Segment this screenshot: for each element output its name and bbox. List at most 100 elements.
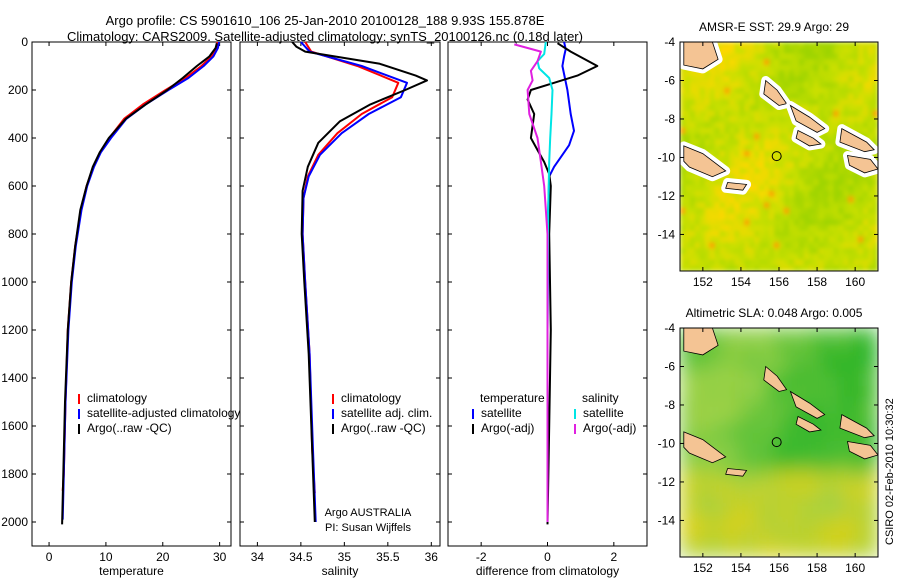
map-cell — [724, 93, 730, 100]
map-cell — [784, 236, 790, 243]
map-cell — [868, 185, 874, 192]
map-cell — [823, 185, 829, 192]
map-cell — [764, 196, 770, 203]
map-cell — [729, 156, 735, 163]
map-cell — [764, 110, 770, 117]
map-cell — [843, 82, 849, 89]
map-cell — [774, 236, 780, 243]
map-cell — [823, 76, 829, 83]
map-cell — [779, 42, 785, 49]
map-cell — [818, 87, 825, 95]
map-cell — [823, 179, 829, 186]
sla-map-title: Altimetric SLA: 0.048 Argo: 0.005 — [685, 306, 863, 320]
map-cell — [868, 99, 874, 106]
map-cell — [828, 428, 842, 444]
map-cell — [764, 99, 770, 106]
map-cell — [709, 110, 716, 117]
map-cell — [828, 156, 834, 163]
map-cell — [769, 64, 775, 72]
map-cell — [744, 122, 750, 129]
map-y-tick-label: -10 — [658, 436, 676, 450]
map-cell — [729, 242, 735, 249]
map-cell — [749, 213, 755, 221]
map-cell — [808, 230, 815, 238]
map-cell — [818, 213, 825, 221]
axes-frame — [239, 41, 441, 547]
map-cell — [843, 213, 849, 221]
map-cell — [729, 514, 743, 529]
map-cell — [744, 213, 750, 221]
map-cell — [680, 122, 686, 129]
map-cell — [685, 99, 691, 106]
series-line-3 — [514, 43, 549, 522]
map-cell — [744, 173, 750, 180]
map-cell — [808, 99, 815, 106]
map-cell — [704, 265, 711, 271]
map-cell — [833, 162, 839, 169]
map-cell — [764, 253, 770, 261]
map-cell — [734, 219, 740, 226]
map-cell — [685, 93, 691, 100]
map-cell — [838, 179, 844, 186]
map-cell — [714, 230, 721, 238]
y-tick-label: 1400 — [1, 371, 28, 385]
map-cell — [694, 70, 701, 77]
map-y-tick-label: -8 — [664, 398, 675, 412]
map-cell — [749, 87, 755, 95]
map-cell — [774, 76, 780, 83]
map-cell — [853, 471, 867, 486]
map-x-tick-label: 154 — [731, 275, 751, 289]
map-cell — [868, 190, 874, 198]
map-cell — [823, 139, 829, 146]
map-cell — [699, 116, 706, 123]
map-cell — [798, 82, 805, 89]
map-cell — [868, 236, 874, 243]
map-cell — [734, 202, 740, 209]
map-cell — [803, 248, 810, 255]
map-cell — [759, 185, 765, 192]
map-cell — [729, 202, 735, 209]
legend-label: satellite — [583, 406, 624, 420]
map-cell — [818, 133, 825, 140]
map-cell — [818, 230, 825, 238]
map-cell — [719, 156, 726, 163]
map-cell — [717, 413, 731, 429]
map-cell — [754, 105, 760, 112]
map-cell — [694, 87, 701, 95]
map-cell — [754, 542, 768, 557]
map-cell — [741, 385, 755, 401]
map-cell — [729, 167, 735, 175]
map-cell — [744, 47, 750, 54]
map-cell — [717, 356, 731, 372]
map-cell — [680, 471, 693, 486]
map-cell — [724, 156, 730, 163]
map-cell — [739, 213, 745, 221]
map-cell — [868, 179, 874, 186]
map-cell — [779, 173, 785, 180]
map-cell — [704, 127, 711, 135]
map-cell — [823, 150, 829, 158]
map-cell — [863, 64, 869, 72]
map-cell — [808, 179, 815, 186]
map-cell — [754, 139, 760, 146]
map-cell — [853, 122, 859, 129]
map-cell — [779, 356, 792, 372]
map-cell — [791, 542, 805, 557]
map-cell — [680, 173, 686, 180]
map-cell — [714, 122, 721, 129]
map-y-tick-label: -6 — [664, 73, 675, 87]
map-cell — [798, 76, 805, 83]
map-cell — [798, 259, 805, 266]
map-cell — [729, 265, 735, 271]
map-cell — [769, 42, 775, 49]
map-cell — [865, 471, 878, 486]
map-cell — [843, 202, 849, 209]
map-cell — [739, 167, 745, 175]
map-cell — [784, 82, 790, 89]
map-cell — [793, 87, 800, 95]
map-cell — [704, 230, 711, 238]
map-cell — [788, 59, 795, 66]
map-cell — [714, 127, 721, 135]
map-cell — [724, 190, 730, 198]
